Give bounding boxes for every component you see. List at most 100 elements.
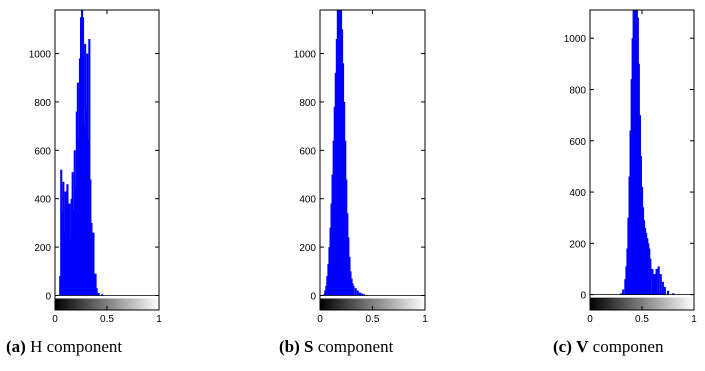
v-bar <box>622 289 625 295</box>
v-xtick-label: 0.5 <box>635 314 649 325</box>
s-colorbar <box>320 298 425 310</box>
caption-v-label: V <box>576 337 589 356</box>
v-bar <box>655 269 658 295</box>
h-bar <box>92 232 95 296</box>
h-bar <box>61 213 64 296</box>
s-ytick-label: 200 <box>299 243 316 254</box>
h-bar <box>95 288 98 296</box>
s-bar <box>336 10 339 296</box>
h-xtick-label: 0 <box>52 314 58 325</box>
s-bar <box>331 174 334 296</box>
v-bar <box>645 233 648 295</box>
v-bar <box>667 290 670 295</box>
h-bar <box>64 191 67 296</box>
h-xtick-label: 1 <box>156 314 162 325</box>
s-ytick-label: 0 <box>310 291 316 302</box>
h-bar <box>68 203 71 296</box>
s-bar <box>358 292 361 296</box>
v-bar <box>632 10 635 295</box>
v-bar <box>659 274 662 295</box>
v-bar <box>657 266 660 295</box>
s-xtick-label: 0.5 <box>366 314 380 325</box>
s-bar <box>363 294 366 296</box>
s-ytick-label: 400 <box>299 195 316 206</box>
h-bar <box>63 232 66 296</box>
h-ytick-label: 1000 <box>29 50 52 61</box>
v-bar <box>661 281 664 295</box>
s-bar <box>361 293 364 296</box>
v-bar <box>648 248 651 295</box>
v-bar <box>663 286 666 295</box>
v-bar <box>620 293 623 295</box>
s-bar <box>328 247 331 296</box>
h-bar <box>71 172 74 296</box>
caption-s: (b) S component <box>279 337 393 357</box>
h-colorbar <box>55 298 159 310</box>
v-ytick-label: 200 <box>569 239 586 250</box>
s-bar <box>338 10 341 296</box>
histogram-h: 0 200 400 600 800 1000 0 0.5 1 <box>29 9 162 325</box>
s-ytick-label: 600 <box>299 146 316 157</box>
s-bar <box>356 290 359 296</box>
caption-s-tag: (b) <box>279 337 300 356</box>
v-ytick-label: 600 <box>569 137 586 148</box>
s-bar <box>334 72 337 296</box>
s-bar <box>326 276 329 296</box>
h-bar <box>66 184 69 296</box>
caption-h-label: H <box>30 337 43 356</box>
v-bar <box>651 269 654 295</box>
v-bar <box>639 156 642 295</box>
caption-v-suffix: componen <box>592 337 664 356</box>
h-bar <box>89 179 92 296</box>
v-bar <box>653 274 656 295</box>
h-bar <box>84 43 87 296</box>
h-bar <box>82 17 85 296</box>
histogram-v: 0 200 400 600 800 1000 0 0.5 1 <box>564 9 697 325</box>
s-ytick-label: 1000 <box>294 50 317 61</box>
v-bar <box>629 130 632 295</box>
s-bar <box>324 290 327 296</box>
s-bar <box>343 101 346 296</box>
s-bar <box>332 140 335 296</box>
h-ytick-label: 400 <box>34 195 51 206</box>
v-ytick-label: 400 <box>569 188 586 199</box>
h-bar <box>88 39 91 296</box>
h-ytick-label: 0 <box>45 291 51 302</box>
h-bar <box>73 150 76 296</box>
caption-s-suffix: component <box>317 337 394 356</box>
h-ytick-label: 600 <box>34 146 51 157</box>
s-bar <box>349 271 352 296</box>
s-bar <box>342 63 345 296</box>
caption-v: (c) V componen <box>553 337 705 357</box>
s-xtick-label: 1 <box>422 314 428 325</box>
v-bar <box>637 63 640 295</box>
v-xtick-label: 1 <box>691 314 697 325</box>
v-ytick-label: 0 <box>580 291 586 302</box>
v-ytick-label: 800 <box>569 85 586 96</box>
h-bar <box>100 294 103 296</box>
v-xtick-label: 0 <box>587 314 593 325</box>
v-bar <box>672 293 675 295</box>
h-bar <box>90 222 93 296</box>
v-bar <box>643 220 646 295</box>
s-bar <box>345 179 348 296</box>
h-ytick-label: 200 <box>34 243 51 254</box>
caption-s-label: S <box>304 337 314 356</box>
caption-h-tag: (a) <box>6 337 26 356</box>
h-bar <box>94 273 97 296</box>
v-bar <box>649 258 652 295</box>
v-bar <box>624 279 627 295</box>
h-bar <box>87 140 90 296</box>
v-colorbar <box>590 297 694 310</box>
h-ytick-label: 800 <box>34 98 51 109</box>
v-ytick-label: 1000 <box>564 34 587 45</box>
h-bar <box>78 58 81 296</box>
s-xtick-label: 0 <box>317 314 323 325</box>
caption-h-suffix: component <box>46 337 123 356</box>
s-bar <box>352 285 355 296</box>
s-bar <box>347 237 350 296</box>
histogram-s: 0 200 400 600 800 1000 0 0.5 1 <box>294 9 428 325</box>
v-bar <box>627 217 630 295</box>
v-bar <box>634 10 637 295</box>
h-xtick-label: 0.5 <box>100 314 114 325</box>
